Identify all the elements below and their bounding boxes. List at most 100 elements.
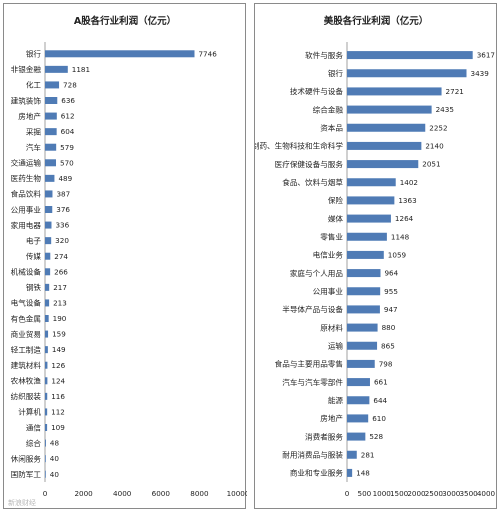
bar: [45, 143, 57, 151]
category-label: 商业贸易: [11, 329, 41, 339]
bar: [347, 160, 419, 169]
bar: [45, 97, 58, 104]
value-label: 1148: [391, 232, 410, 241]
category-label: 食品、饮料与烟草: [282, 177, 343, 187]
category-label: 银行: [328, 68, 344, 78]
category-label: 电气设备: [11, 298, 42, 308]
value-label: 644: [373, 396, 387, 405]
bar: [347, 432, 366, 441]
value-label: 964: [384, 269, 398, 278]
bar: [347, 123, 426, 132]
category-label: 计算机: [18, 407, 41, 417]
category-label: 运输: [328, 341, 344, 351]
category-label: 耐用消费品与服装: [282, 450, 343, 460]
category-label: 传媒: [26, 251, 42, 261]
category-label: 医药生物: [11, 173, 42, 183]
bar: [45, 315, 49, 322]
bar: [347, 51, 473, 60]
category-label: 综合金融: [313, 104, 344, 114]
category-label: 电子: [26, 235, 42, 245]
category-label: 电信业务: [313, 250, 344, 260]
value-label: 7746: [198, 49, 217, 58]
x-tick-label: 500: [358, 489, 372, 498]
category-label: 建筑装饰: [11, 95, 42, 105]
bar: [45, 408, 48, 416]
value-label: 266: [54, 267, 68, 276]
value-label: 320: [55, 236, 69, 245]
category-label: 采掘: [26, 126, 42, 136]
bar: [45, 128, 57, 136]
bar: [347, 396, 370, 405]
x-tick-label: 4000: [477, 489, 496, 498]
category-label: 技术硬件与设备: [290, 86, 344, 96]
bar: [45, 174, 55, 182]
bar: [45, 221, 52, 229]
x-tick-label: 10000: [227, 489, 247, 498]
bar: [347, 178, 396, 187]
value-label: 274: [54, 252, 68, 261]
x-tick-label: 3500: [459, 489, 478, 498]
category-label: 轻工制造: [11, 344, 42, 354]
bar: [45, 65, 68, 73]
value-label: 159: [52, 330, 66, 339]
x-tick-label: 1500: [390, 489, 409, 498]
category-label: 综合: [26, 438, 42, 448]
bar: [45, 392, 48, 400]
value-label: 109: [51, 423, 65, 432]
bar: [347, 105, 432, 114]
category-label: 原材料: [320, 322, 343, 332]
bar: [347, 468, 353, 477]
us-stock-chart-panel: 美股各行业利润（亿元） 软件与服务 3617 银行 3439 技术硬件与设备 2721 综合…: [254, 3, 497, 509]
value-label: 281: [361, 450, 375, 459]
bar: [45, 424, 48, 431]
value-label: 661: [374, 378, 388, 387]
value-label: 124: [51, 376, 65, 385]
value-label: 3439: [471, 69, 490, 78]
value-label: 798: [379, 360, 393, 369]
bar: [347, 232, 387, 241]
bar: [347, 87, 442, 96]
bar: [45, 377, 48, 385]
value-label: 1059: [388, 251, 407, 260]
category-label: 汽车: [26, 142, 42, 152]
value-label: 604: [61, 127, 75, 136]
bar: [45, 346, 48, 354]
value-label: 610: [372, 414, 386, 423]
category-label: 家庭与个人用品: [290, 268, 344, 278]
category-label: 房地产: [18, 111, 41, 121]
x-tick-label: 4000: [113, 489, 132, 498]
x-tick-label: 2500: [425, 489, 444, 498]
x-tick-label: 0: [43, 489, 48, 498]
category-label: 媒体: [328, 213, 344, 223]
category-label: 资本品: [320, 123, 343, 133]
x-tick-label: 2000: [407, 489, 426, 498]
category-label: 农林牧渔: [11, 376, 42, 386]
value-label: 217: [53, 283, 67, 292]
x-tick-label: 6000: [152, 489, 171, 498]
category-label: 纺织服装: [11, 391, 42, 401]
category-label: 交通运输: [11, 158, 42, 168]
category-label: 公用事业: [11, 204, 42, 214]
bar: [45, 361, 48, 369]
value-label: 48: [50, 439, 60, 448]
bar: [347, 378, 370, 387]
category-label: 机械设备: [11, 267, 42, 277]
category-label: 食品饮料: [11, 189, 42, 199]
x-tick-label: 3000: [442, 489, 461, 498]
bar: [45, 206, 53, 213]
value-label: 2252: [429, 123, 447, 132]
value-label: 612: [61, 112, 75, 121]
value-label: 579: [60, 143, 74, 152]
bar: [45, 439, 46, 447]
category-label: 家用电器: [11, 220, 42, 230]
category-label: 零售业: [320, 232, 343, 242]
bar: [347, 250, 384, 259]
value-label: 489: [58, 174, 72, 183]
value-label: 570: [60, 158, 74, 167]
value-label: 728: [63, 81, 77, 90]
bar: [347, 414, 369, 423]
category-label: 钢铁: [26, 282, 42, 292]
value-label: 149: [52, 345, 66, 354]
bar: [347, 69, 467, 78]
category-label: 消费者服务: [305, 431, 343, 441]
